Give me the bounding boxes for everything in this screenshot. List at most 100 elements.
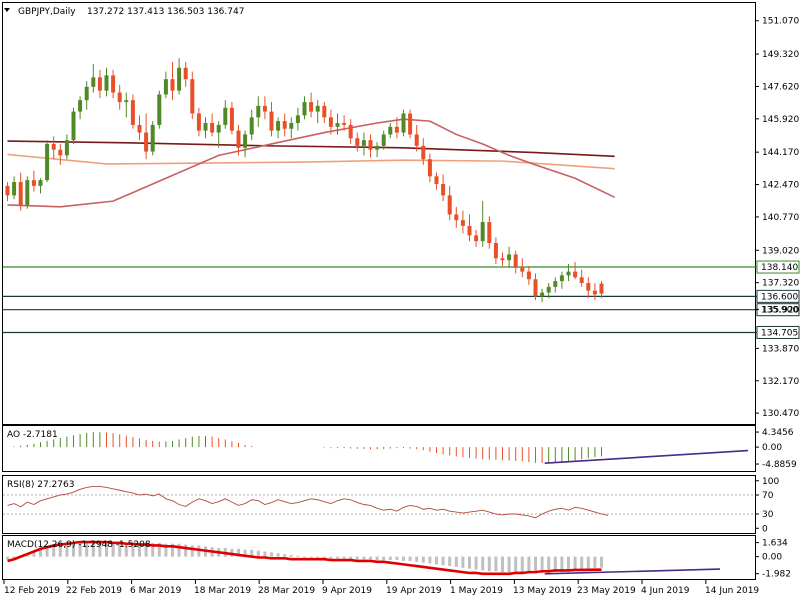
candle-body [295,115,300,124]
candle-body [500,258,505,261]
macd-label: MACD(12,26,9) -1.2948 -1.5208 [7,540,151,550]
candle-body [322,105,327,118]
price-y-tick-label: 132.170 [762,377,799,387]
macd-histogram-bar [85,542,89,557]
macd-histogram-bar [78,542,82,557]
candle-body [91,77,96,87]
candle-body [526,271,531,280]
candle-body [196,113,201,131]
candle-body [282,121,287,129]
level-tag-label: 134.705 [761,328,798,338]
macd-trendline [544,568,721,575]
macd-histogram-bar [408,556,412,561]
candle-body [269,111,274,131]
macd-histogram-bar [144,542,148,557]
price-y-tick-label: 149.320 [762,50,799,60]
candle-body [493,243,498,259]
candle-body [64,140,69,156]
macd-y-tick-label: 1.634 [762,539,788,549]
macd-histogram-bar [454,556,458,567]
macd-histogram-bar [336,556,339,559]
level-tag-label: 136.600 [761,292,798,302]
macd-histogram-bar [435,556,438,565]
macd-histogram-bar [45,548,49,557]
macd-histogram-bar [567,556,570,572]
macd-histogram-bar [468,556,471,569]
candle-body [599,283,604,294]
macd-histogram-bar [514,556,518,573]
macd-histogram-bar [441,556,445,566]
macd-histogram-bar [494,556,498,572]
candle-body [487,222,492,244]
macd-histogram-bar [474,556,478,570]
candle-body [163,79,168,95]
x-tick-label: 12 Feb 2019 [4,586,60,596]
macd-histogram-bar [487,556,491,572]
price-y-tick-label: 133.870 [762,344,799,354]
macd-histogram-bar [309,556,313,558]
macd-histogram-bar [415,556,419,562]
macd-histogram-bar [369,556,372,560]
moving-average-line [7,153,615,170]
candle-body [203,123,208,131]
macd-histogram-bar [39,549,42,557]
candle-body [78,100,83,112]
macd-histogram-bar [138,542,141,557]
rsi-line [7,486,609,519]
candle-body [177,67,182,91]
macd-histogram-bar [58,544,62,557]
candle-body [507,254,512,261]
x-tick-label: 19 Apr 2019 [386,586,442,596]
price-y-tick-label: 135.920 [762,305,799,315]
candle-body [573,271,578,278]
candle-body [183,67,188,80]
candle-body [348,124,353,139]
rsi-y-tick-label: 30 [762,510,774,520]
price-pane-frame [2,2,756,425]
x-tick-label: 23 May 2019 [577,586,636,596]
macd-histogram-bar [65,543,69,557]
candle-body [117,92,122,103]
candle-body [236,130,241,148]
candle-body [559,275,564,282]
candle-body [31,180,36,186]
macd-histogram-bar [32,552,36,557]
moving-average-line [7,118,616,208]
price-y-tick-label: 147.620 [762,82,799,92]
candle-body [467,225,472,236]
macd-histogram-bar [72,542,75,557]
macd-histogram-bar [250,549,254,557]
macd-layer [6,540,721,576]
macd-histogram-bar [177,543,181,557]
macd-histogram-bar [190,545,194,557]
chart-symbol-label: GBPJPY,Daily [18,7,76,17]
macd-histogram-bar [276,553,280,557]
candle-body [137,124,142,133]
x-tick-label: 18 Mar 2019 [194,586,251,596]
ao-y-tick-label: 0.00 [762,443,782,453]
candle-body [361,140,366,146]
symbol-dropdown-icon[interactable] [4,8,10,12]
candle-body [586,283,591,291]
level-tag [756,325,800,339]
x-tick-label: 9 Apr 2019 [322,586,372,596]
x-tick-label: 6 Mar 2019 [130,586,182,596]
candle-body [5,185,10,196]
candle-body [513,254,518,268]
candle-body [302,102,307,116]
x-tick-label: 1 May 2019 [450,586,503,596]
macd-histogram-bar [600,556,603,568]
candle-body [533,279,538,297]
candle-body [51,143,56,150]
macd-histogram-bar [263,551,267,557]
candle-body [130,100,135,125]
candle-body [12,182,17,196]
x-tick-label: 13 May 2019 [513,586,572,596]
level-tag-label: 138.140 [761,263,798,273]
candle-body [309,102,314,112]
candle-body [229,107,234,131]
candle-body [18,182,23,205]
candle-body [375,145,380,150]
macd-histogram-bar [448,556,452,567]
